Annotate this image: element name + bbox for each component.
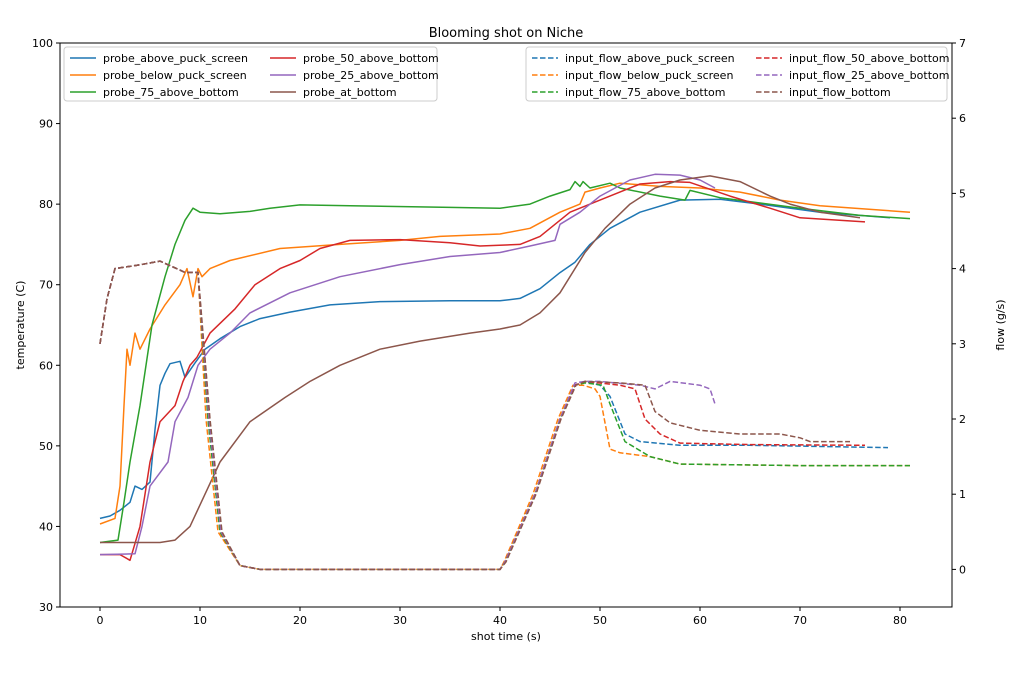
y2-tick-label: 5 — [959, 187, 966, 200]
legend-label: probe_50_above_bottom — [303, 52, 439, 65]
legend-label: input_flow_25_above_bottom — [789, 69, 949, 82]
legend-flow: input_flow_above_puck_screen input_flow_b… — [525, 46, 949, 102]
legend-label: input_flow_bottom — [789, 86, 891, 99]
x-tick-label: 50 — [593, 614, 607, 627]
legend-label: input_flow_below_puck_screen — [565, 69, 733, 82]
y-tick-label: 100 — [32, 37, 53, 50]
series-line-input-flow-bottom — [99, 260, 850, 571]
x-tick-label: 0 — [97, 614, 104, 627]
y-tick-label: 40 — [39, 520, 53, 533]
x-tick-label: 30 — [393, 614, 407, 627]
y-tick-label: 70 — [39, 279, 53, 292]
legend-label: probe_25_above_bottom — [303, 69, 439, 82]
plot-frame — [59, 42, 953, 608]
legend-label: input_flow_above_puck_screen — [565, 52, 735, 65]
series-line-probe-75-above-bottom — [99, 180, 911, 544]
y2-tick-label: 4 — [959, 263, 966, 276]
x-axis-label: shot time (s) — [471, 630, 541, 643]
legend-label: probe_75_above_bottom — [103, 86, 239, 99]
legend-label: input_flow_50_above_bottom — [789, 52, 949, 65]
y2-tick-label: 0 — [959, 563, 966, 576]
chart-title: Blooming shot on Niche — [429, 26, 584, 41]
series-line-input-flow-50-above-bottom — [99, 260, 866, 571]
legend-temperature-frame — [63, 46, 438, 102]
x-tick-label: 80 — [893, 614, 907, 627]
y-tick-label: 50 — [39, 440, 53, 453]
x-tick-label: 60 — [693, 614, 707, 627]
y-tick-label: 80 — [39, 198, 53, 211]
y2-axis-label: flow (g/s) — [994, 299, 1007, 350]
legend-label: probe_at_bottom — [303, 86, 397, 99]
series-line-probe-25-above-bottom — [99, 173, 716, 556]
y-tick-label: 60 — [39, 359, 53, 372]
x-tick-label: 10 — [193, 614, 207, 627]
y-tick-label: 90 — [39, 118, 53, 131]
y2-tick-label: 1 — [959, 488, 966, 501]
y2-tick-label: 7 — [959, 37, 966, 50]
legend-temperature: probe_above_puck_screen probe_below_puck_… — [63, 46, 439, 102]
legend-label: probe_above_puck_screen — [103, 52, 248, 65]
series-line-probe-50-above-bottom — [100, 180, 866, 562]
y-tick-label: 30 — [39, 601, 53, 614]
legend-label: input_flow_75_above_bottom — [565, 86, 725, 99]
x-tick-label: 20 — [293, 614, 307, 627]
legend-flow-frame — [525, 46, 948, 102]
y-axis-label: temperature (C) — [14, 281, 27, 370]
legend-label: probe_below_puck_screen — [103, 69, 247, 82]
y2-tick-label: 3 — [959, 338, 966, 351]
y2-tick-label: 6 — [959, 112, 966, 125]
y2-tick-label: 2 — [959, 413, 966, 426]
x-tick-label: 70 — [793, 614, 807, 627]
series-line-probe-above-puck-screen — [99, 198, 891, 520]
x-tick-label: 40 — [493, 614, 507, 627]
